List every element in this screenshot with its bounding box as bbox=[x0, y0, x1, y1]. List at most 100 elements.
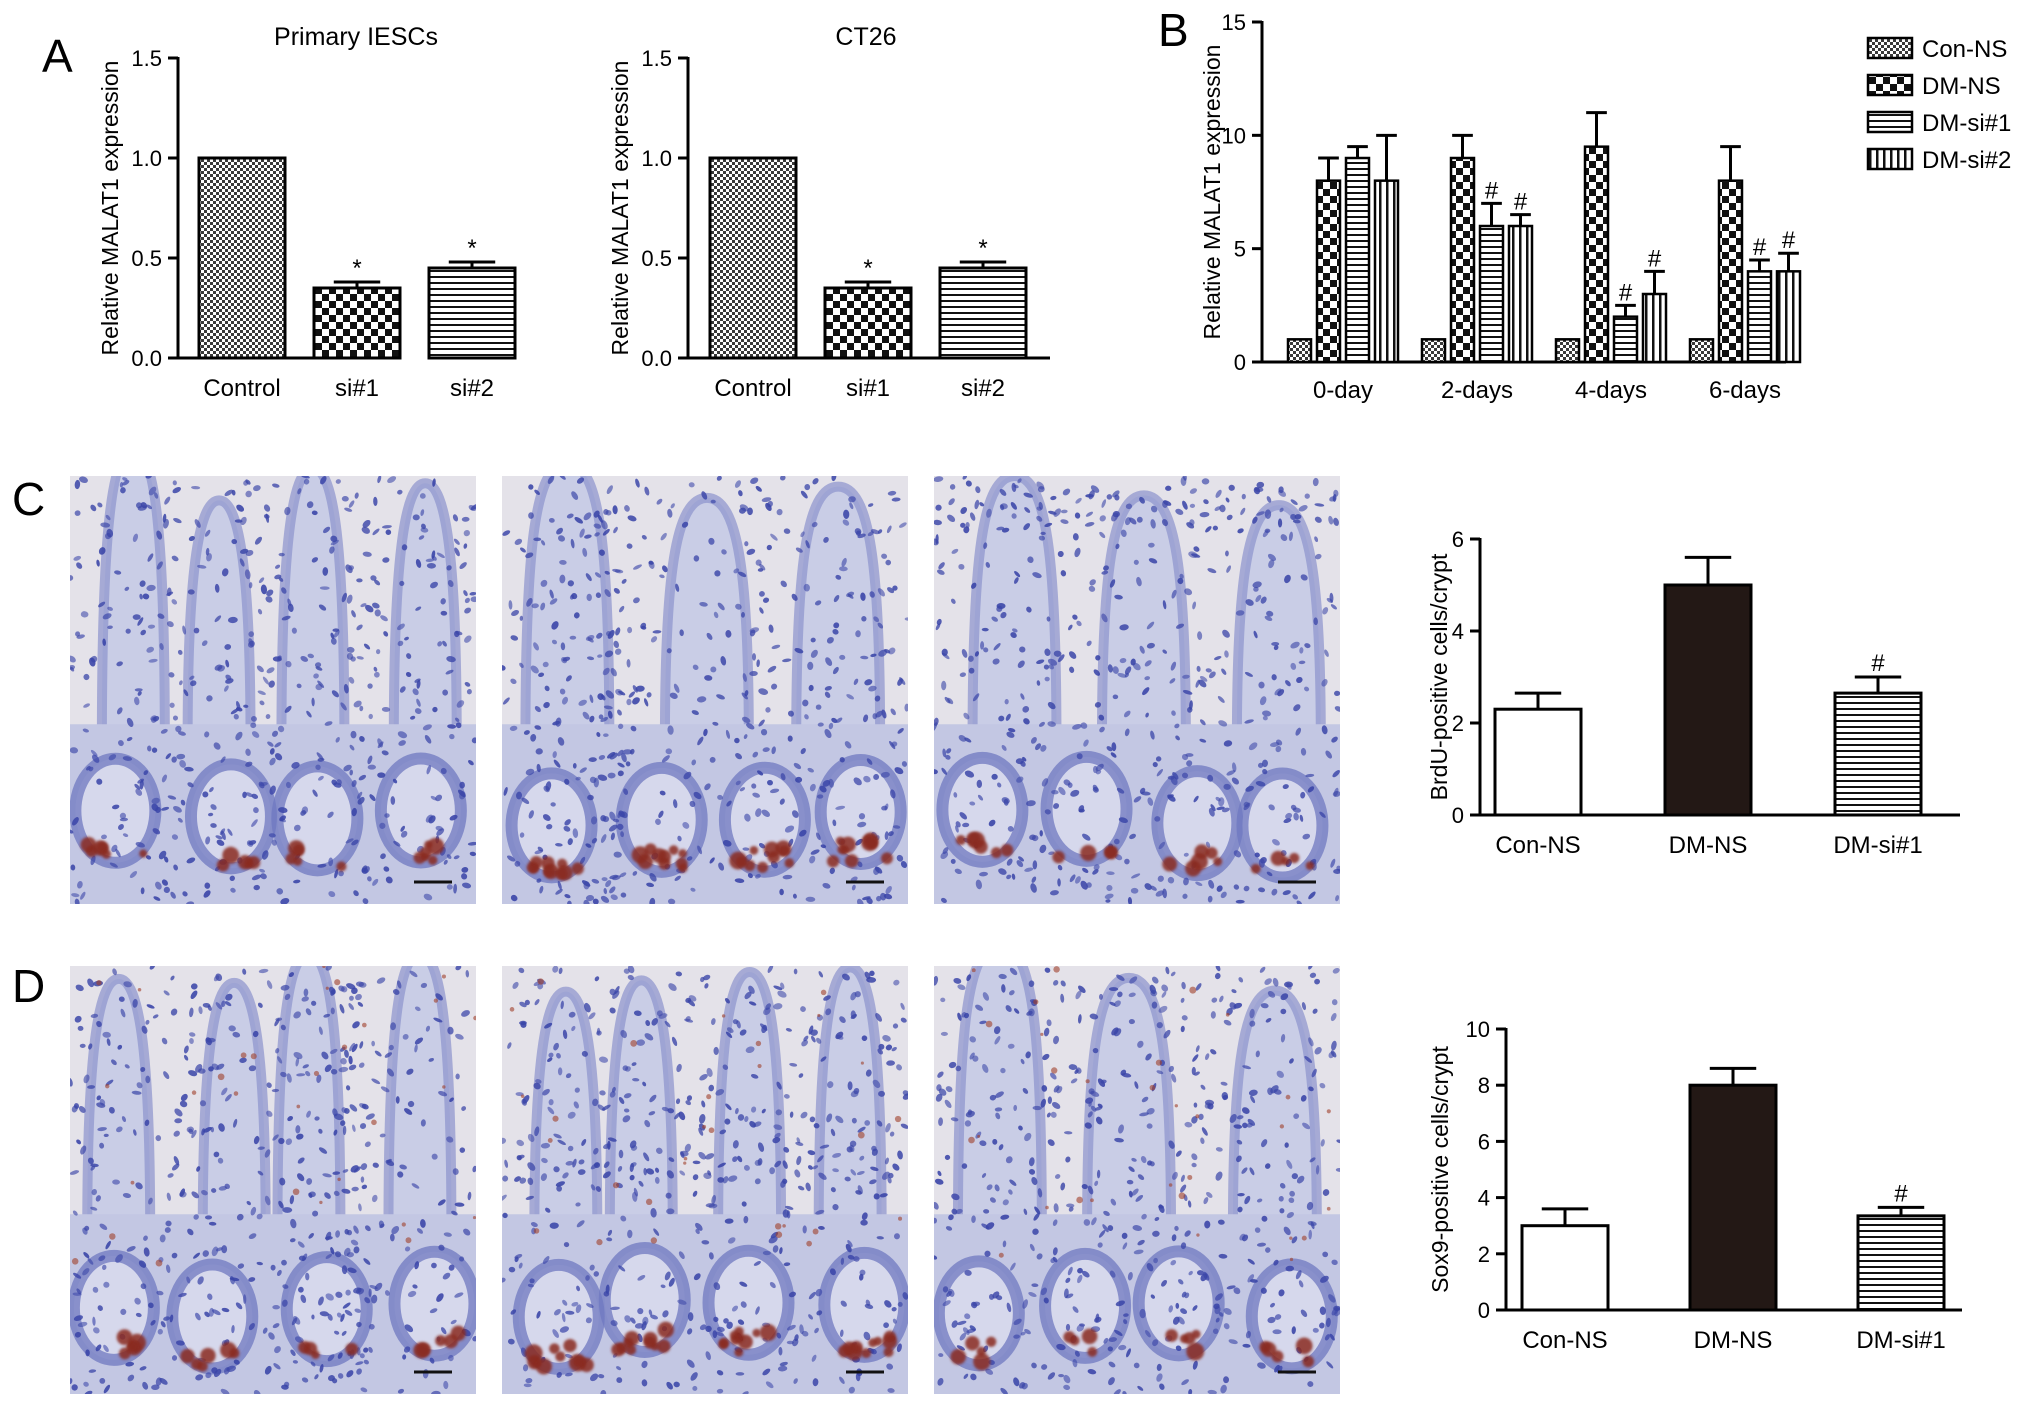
nucleus bbox=[72, 1210, 78, 1216]
nucleus bbox=[243, 704, 249, 708]
nucleus bbox=[224, 644, 232, 650]
nucleus bbox=[177, 649, 183, 655]
nucleus bbox=[1235, 610, 1245, 616]
nucleus bbox=[966, 974, 972, 982]
nucleus bbox=[126, 737, 133, 742]
nucleus bbox=[529, 1278, 535, 1284]
nucleus bbox=[810, 637, 816, 643]
nucleus bbox=[558, 476, 566, 480]
nucleus bbox=[737, 1155, 743, 1163]
nucleus bbox=[335, 1230, 341, 1238]
nucleus bbox=[403, 1346, 411, 1353]
nucleus bbox=[111, 1059, 117, 1066]
nucleus bbox=[710, 666, 717, 673]
nucleus bbox=[574, 1087, 580, 1093]
nucleus bbox=[604, 570, 610, 575]
nucleus bbox=[626, 543, 633, 549]
nucleus bbox=[210, 804, 217, 810]
y-tick-label: 1.5 bbox=[131, 46, 162, 71]
nucleus bbox=[660, 532, 667, 541]
positive-stain bbox=[571, 862, 584, 875]
nucleus bbox=[440, 1327, 447, 1335]
nucleus bbox=[468, 504, 476, 512]
nucleus bbox=[1070, 1078, 1078, 1084]
nucleus bbox=[199, 1100, 207, 1107]
nucleus bbox=[1183, 877, 1189, 886]
nucleus bbox=[618, 810, 625, 818]
nucleus bbox=[179, 759, 186, 768]
nucleus bbox=[1025, 1051, 1031, 1059]
nucleus bbox=[140, 887, 145, 895]
positive-stain bbox=[311, 1350, 320, 1360]
nucleus bbox=[359, 1123, 367, 1129]
nucleus bbox=[735, 780, 741, 786]
nucleus bbox=[251, 731, 260, 738]
nucleus bbox=[1075, 876, 1081, 884]
nucleus bbox=[240, 516, 247, 526]
nucleus bbox=[722, 1064, 729, 1070]
nucleus bbox=[270, 1264, 276, 1271]
nucleus bbox=[934, 1201, 939, 1210]
nucleus bbox=[593, 523, 602, 529]
nucleus bbox=[659, 574, 665, 579]
nucleus bbox=[780, 580, 787, 588]
nucleus bbox=[629, 1174, 635, 1181]
nucleus bbox=[759, 607, 764, 614]
nucleus bbox=[685, 997, 692, 1003]
nucleus bbox=[892, 1318, 897, 1324]
nucleus bbox=[1249, 1167, 1255, 1176]
nucleus bbox=[1098, 714, 1105, 721]
nucleus bbox=[163, 990, 170, 996]
nucleus bbox=[623, 968, 630, 974]
nucleus bbox=[1259, 966, 1266, 973]
nucleus bbox=[266, 1110, 273, 1117]
nucleus bbox=[584, 534, 592, 539]
nucleus bbox=[1000, 1214, 1010, 1220]
nucleus bbox=[553, 1309, 561, 1316]
nucleus bbox=[565, 1310, 575, 1315]
nucleus bbox=[618, 605, 625, 613]
nucleus bbox=[280, 898, 290, 904]
nucleus bbox=[1215, 1171, 1223, 1181]
nucleus bbox=[105, 532, 112, 540]
nucleus bbox=[83, 673, 90, 681]
nucleus bbox=[771, 644, 781, 650]
nucleus bbox=[1322, 607, 1329, 615]
positive-stain bbox=[624, 1330, 640, 1346]
nucleus bbox=[940, 851, 949, 860]
nucleus bbox=[787, 710, 794, 717]
nucleus bbox=[760, 1023, 768, 1031]
nucleus bbox=[1023, 492, 1033, 498]
nucleus bbox=[109, 862, 118, 868]
nucleus bbox=[1274, 1314, 1282, 1320]
nucleus bbox=[722, 839, 732, 847]
nucleus bbox=[644, 486, 650, 496]
nucleus bbox=[523, 730, 530, 735]
nucleus bbox=[677, 835, 682, 842]
nucleus bbox=[187, 1228, 194, 1236]
x-category-label: Con-NS bbox=[1495, 832, 1580, 859]
nucleus bbox=[886, 1060, 895, 1066]
nucleus bbox=[317, 863, 327, 868]
nucleus bbox=[351, 1043, 358, 1053]
nucleus bbox=[1272, 1329, 1282, 1335]
nucleus bbox=[1139, 496, 1145, 504]
nucleus bbox=[235, 707, 243, 712]
positive-stain bbox=[1040, 1032, 1044, 1036]
nucleus bbox=[602, 1171, 611, 1179]
nucleus bbox=[365, 1113, 375, 1120]
nucleus bbox=[1108, 1361, 1116, 1368]
nucleus bbox=[471, 737, 476, 744]
nucleus bbox=[339, 1003, 345, 1014]
nucleus bbox=[1183, 852, 1189, 857]
nucleus bbox=[126, 1245, 136, 1252]
nucleus bbox=[92, 1316, 96, 1326]
nucleus bbox=[1101, 570, 1109, 575]
nucleus bbox=[994, 1107, 1003, 1112]
nucleus bbox=[1276, 1070, 1284, 1078]
nucleus bbox=[324, 721, 333, 726]
nucleus bbox=[1057, 878, 1061, 887]
nucleus bbox=[832, 629, 839, 635]
nucleus bbox=[803, 583, 810, 592]
nucleus bbox=[835, 805, 846, 810]
